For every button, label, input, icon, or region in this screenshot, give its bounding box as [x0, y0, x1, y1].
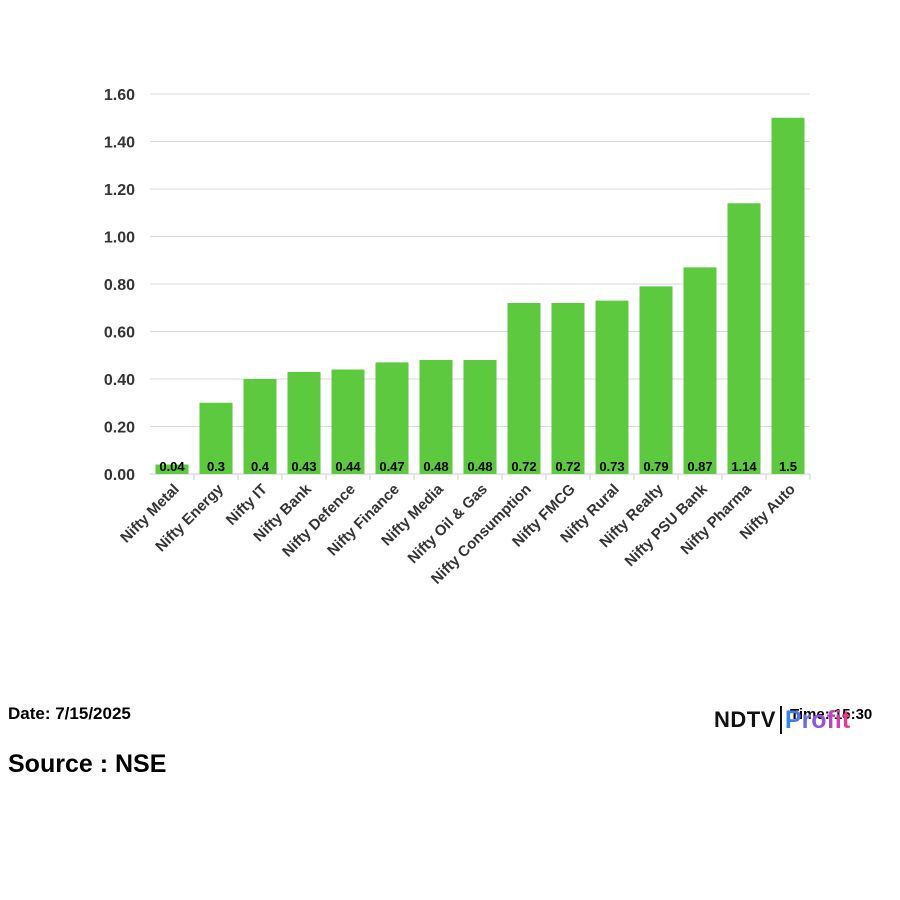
y-tick-label: 0.40: [104, 372, 135, 389]
y-tick-label: 0.60: [104, 325, 135, 342]
bar: [155, 464, 189, 474]
source-label: Source : NSE: [8, 750, 167, 778]
data-label: 0.04: [159, 459, 185, 474]
data-labels: 0.04 0.3 0.4 0.43 0.44 0.47 0.48 0.48 0.72 0.72 0.…: [159, 459, 797, 474]
y-tick-label: 0.00: [104, 467, 135, 484]
ndtv-profit-logo: NDTV Profit: [714, 704, 850, 736]
bar: [331, 369, 365, 474]
data-label: 0.72: [555, 459, 580, 474]
bar: [595, 300, 629, 474]
data-label: 0.47: [379, 459, 404, 474]
bar: [727, 203, 761, 474]
bar: [683, 267, 717, 474]
bar: [375, 362, 409, 474]
x-tick-label: Nifty Oil & Gas: [405, 481, 491, 567]
data-label: 0.43: [291, 459, 316, 474]
y-tick-label: 1.40: [104, 135, 135, 152]
bar: [243, 379, 277, 474]
data-label: 0.48: [423, 459, 448, 474]
bar: [419, 360, 453, 474]
data-label: 0.79: [643, 459, 668, 474]
bars: [155, 117, 805, 474]
bar: [639, 286, 673, 474]
logo-ndtv-text: NDTV: [714, 707, 776, 732]
data-label: 0.44: [335, 459, 361, 474]
bar: [771, 117, 805, 474]
data-label: 0.87: [687, 459, 712, 474]
logo-separator: [779, 706, 782, 734]
bar: [463, 360, 497, 474]
y-tick-label: 0.80: [104, 277, 135, 294]
y-tick-label: 0.20: [104, 420, 135, 437]
bar-chart: 0.00 0.20 0.40 0.60 0.80 1.00 1.20 1.40 1.60 0.0…: [104, 87, 811, 588]
data-label: 0.4: [251, 459, 270, 474]
bar: [551, 303, 585, 474]
data-label: 1.5: [779, 459, 797, 474]
y-tick-label: 1.60: [104, 87, 135, 104]
y-tick-label: 1.00: [104, 230, 135, 247]
data-label: 0.48: [467, 459, 492, 474]
data-label: 0.72: [511, 459, 536, 474]
y-tick-label: 1.20: [104, 182, 135, 199]
bar: [199, 402, 233, 474]
bar: [287, 371, 321, 474]
data-label: 1.14: [731, 459, 757, 474]
time-label: Time: 15:30: [790, 706, 873, 723]
y-axis-ticks: 0.00 0.20 0.40 0.60 0.80 1.00 1.20 1.40 1.60: [104, 87, 135, 484]
logo-profit-text: Profit: [784, 705, 851, 734]
bar: [507, 303, 541, 474]
data-label: 0.3: [207, 459, 225, 474]
date-label: Date: 7/15/2025: [8, 704, 131, 723]
data-label: 0.73: [599, 459, 624, 474]
